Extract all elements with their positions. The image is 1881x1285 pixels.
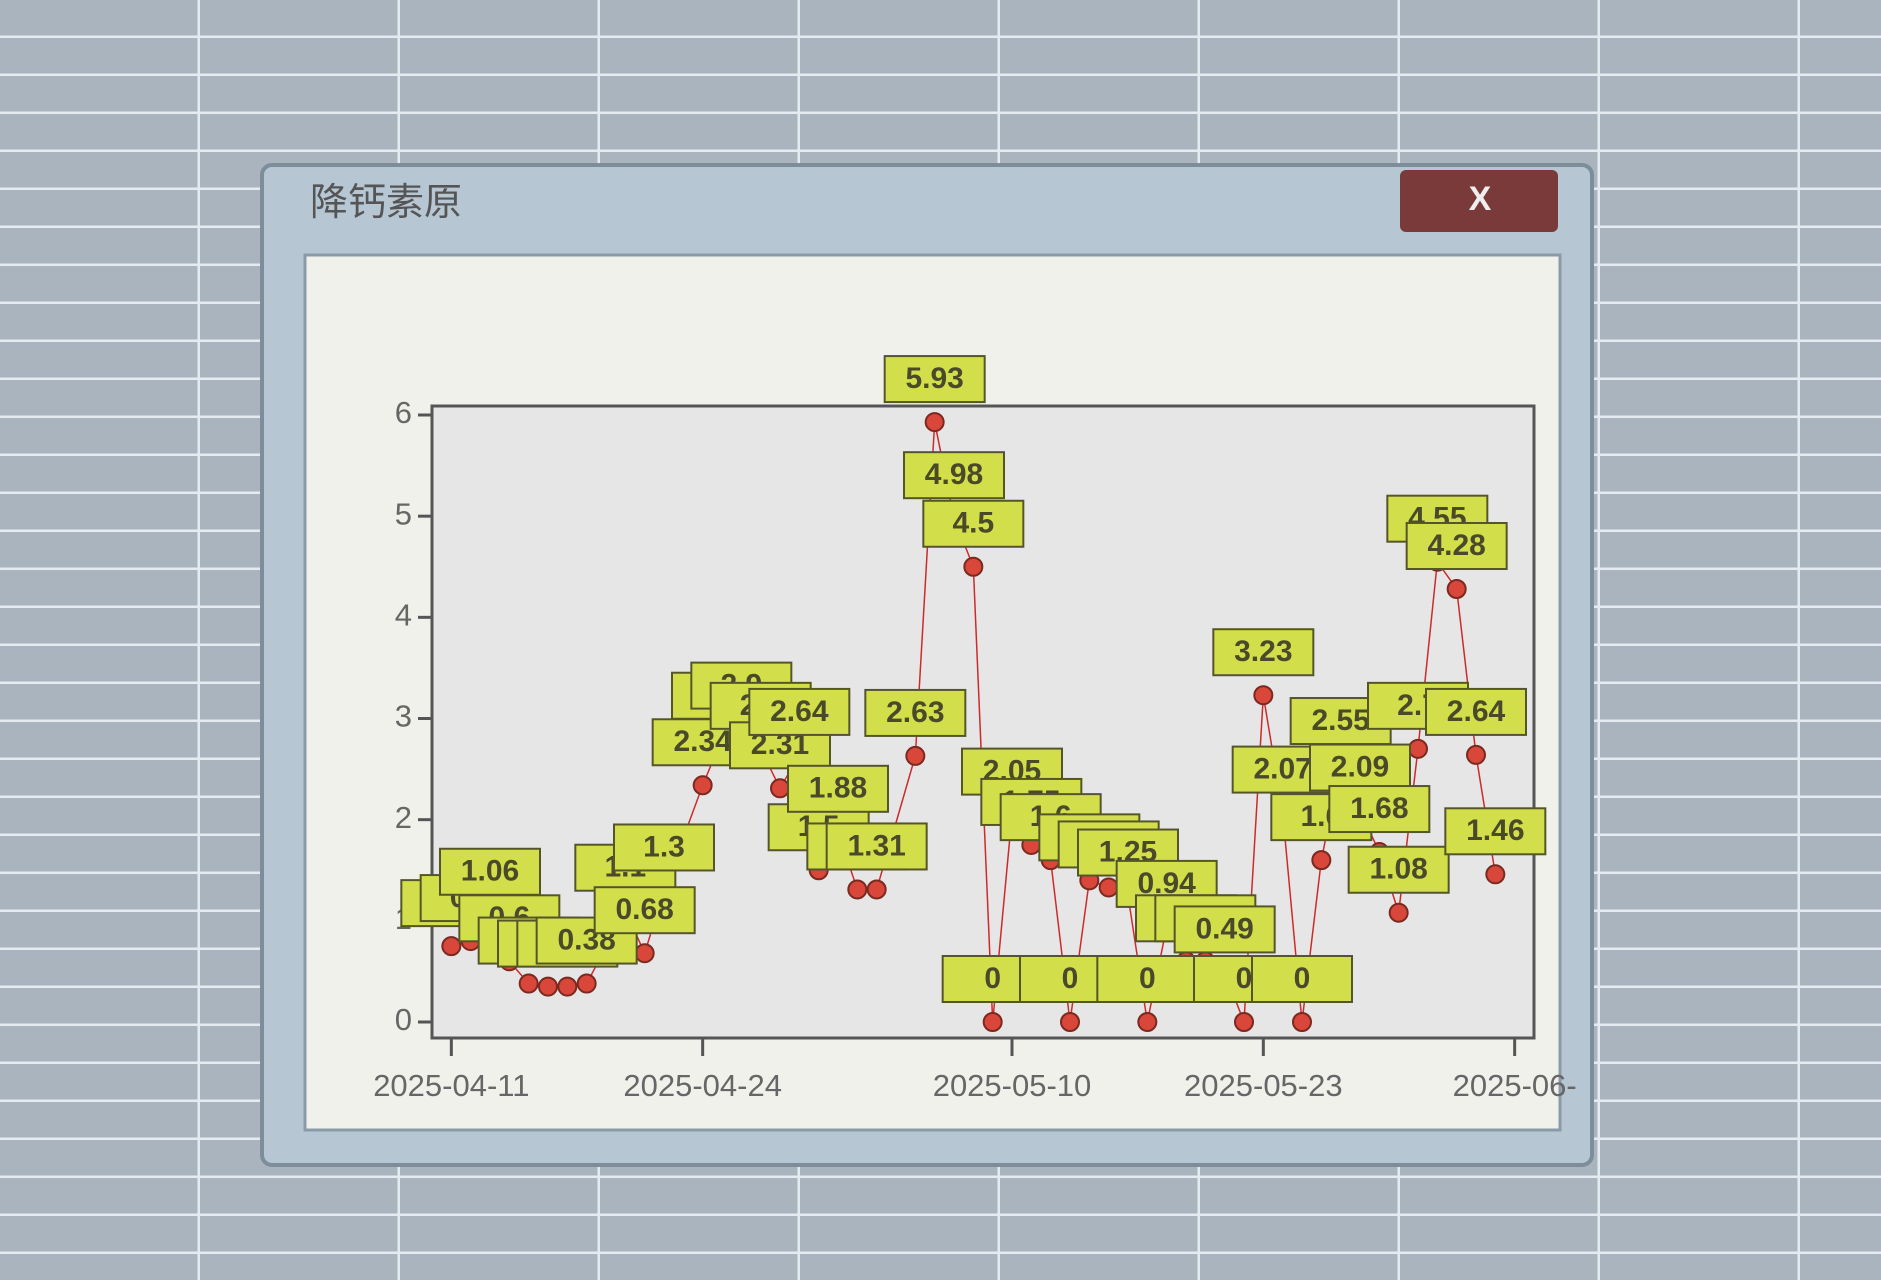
- value-label: 2.09: [1331, 750, 1389, 783]
- value-label-box: [1425, 687, 1527, 736]
- value-label: 0.49: [1195, 912, 1253, 945]
- data-point: [1388, 902, 1409, 923]
- value-label: 3.23: [1234, 635, 1292, 668]
- value-label: 1.68: [1350, 792, 1408, 825]
- data-point: [1466, 744, 1486, 765]
- close-button[interactable]: [1400, 170, 1558, 232]
- data-point: [518, 973, 539, 994]
- value-label: 0: [1139, 962, 1156, 995]
- value-label-box: [613, 823, 715, 872]
- value-label: 1.31: [847, 829, 905, 862]
- value-label: 4.28: [1427, 529, 1485, 562]
- data-point: [847, 879, 868, 900]
- data-point: [538, 976, 558, 997]
- value-label: 2.55: [1311, 704, 1369, 737]
- value-label: 2.63: [886, 696, 944, 729]
- value-label-box: [787, 764, 889, 813]
- y-tick-label: 4: [395, 598, 412, 633]
- value-label: 4.5: [952, 507, 994, 540]
- x-tick-label: 2025-04-11: [373, 1068, 529, 1103]
- y-tick-label: 0: [395, 1002, 412, 1037]
- value-label-box: [922, 499, 1025, 548]
- value-label-box: [1444, 807, 1547, 856]
- data-point: [905, 745, 926, 766]
- value-label: 2.07: [1253, 753, 1311, 786]
- value-label: 2.64: [770, 695, 829, 728]
- value-label-box: [1347, 845, 1450, 894]
- value-label-box: [1405, 522, 1508, 571]
- data-point: [982, 1012, 1003, 1032]
- value-label-box: [864, 688, 967, 737]
- value-label: 1.08: [1369, 853, 1427, 886]
- data-point: [692, 775, 713, 796]
- data-point: [1446, 579, 1467, 600]
- close-label[interactable]: X: [1469, 180, 1492, 218]
- data-point: [1137, 1012, 1158, 1032]
- x-tick-label: 2025-04-24: [623, 1068, 782, 1103]
- value-label: 0: [1294, 962, 1311, 995]
- value-label: 2.64: [1447, 695, 1506, 728]
- value-label-box: [1173, 905, 1276, 954]
- window-title: 降钙素原: [310, 182, 462, 224]
- data-point: [963, 556, 984, 577]
- value-label: 1.46: [1466, 814, 1524, 847]
- value-label-box: [439, 847, 541, 896]
- value-label-box: [593, 886, 696, 935]
- data-point: [1311, 850, 1332, 871]
- value-label: 1.06: [461, 855, 519, 888]
- data-point: [1485, 864, 1506, 885]
- value-label-box: [1251, 955, 1353, 1003]
- data-point: [866, 879, 887, 900]
- x-tick-label: 2025-05-10: [933, 1068, 1092, 1103]
- data-point: [634, 943, 655, 964]
- data-point: [1408, 738, 1428, 759]
- value-label: 1.88: [809, 772, 867, 805]
- value-label: 4.98: [925, 458, 983, 491]
- data-point: [1234, 1012, 1254, 1032]
- data-point: [557, 976, 578, 997]
- x-tick-label: 2025-06-: [1453, 1068, 1577, 1103]
- data-point: [576, 973, 597, 994]
- value-label-box: [1096, 955, 1199, 1003]
- value-label-box: [1328, 785, 1431, 834]
- y-tick-label: 5: [395, 496, 412, 531]
- data-point: [441, 936, 462, 957]
- data-point: [1253, 685, 1274, 706]
- value-label: 0: [984, 962, 1001, 995]
- y-tick-label: 2: [395, 800, 412, 835]
- value-label: 0.68: [615, 893, 673, 926]
- x-tick-label: 2025-05-23: [1184, 1068, 1343, 1103]
- data-point: [770, 778, 790, 799]
- data-point: [1060, 1012, 1080, 1032]
- data-point: [924, 412, 945, 433]
- data-point: [1098, 877, 1119, 898]
- value-label-box: [903, 451, 1005, 500]
- value-label-box: [883, 355, 986, 404]
- value-label-box: [748, 687, 851, 736]
- y-tick-label: 6: [395, 395, 412, 430]
- value-label: 0: [1236, 962, 1253, 995]
- value-label: 0: [1062, 962, 1079, 995]
- value-label: 1.3: [643, 830, 685, 863]
- value-label-box: [825, 822, 928, 871]
- data-point: [1292, 1012, 1312, 1032]
- y-tick-label: 3: [395, 699, 412, 734]
- value-label: 5.93: [905, 362, 963, 395]
- value-label: 2.34: [673, 725, 732, 758]
- value-label-box: [1212, 628, 1315, 677]
